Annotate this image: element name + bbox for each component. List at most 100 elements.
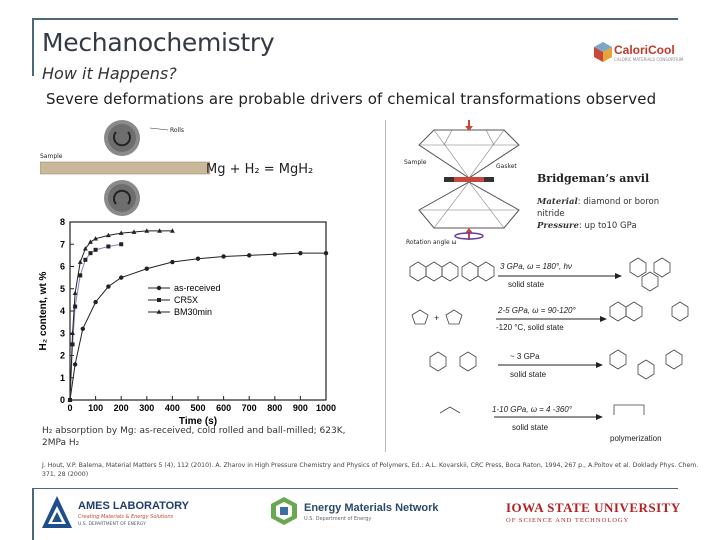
legend-marker [156,309,162,314]
reaction-4-condition: 1-10 GPa, ω = 4 -360° [492,405,573,414]
emn-hex-icon [271,497,297,525]
data-point [88,251,93,256]
reaction-2-condition: 2-5 GPa, ω = 90-120° [497,306,576,315]
data-point [298,250,303,256]
x-tick-label: 100 [88,403,103,413]
sample-strip [40,161,210,175]
isu-name: IOWA STATE UNIVERSITY [506,500,681,515]
polymerization-label: polymerization [610,434,662,443]
roll-rotation-arrow-icon [113,189,131,205]
reaction-row-4 [439,404,645,415]
x-tick-label: 0 [67,403,72,413]
data-point [88,239,93,244]
data-point [131,229,137,234]
reaction-3-state: solid state [510,370,547,379]
data-point [157,228,162,233]
ames-triangle-icon [42,496,72,528]
panel-divider [385,120,386,452]
x-tick-label: 300 [139,403,154,413]
reaction-equation: Mg + H₂ = MgH₂ [206,162,314,177]
data-point [119,242,124,247]
emn-name: Energy Materials Network [304,502,439,514]
x-tick-label: 200 [114,403,129,413]
page-subtitle: How it Happens? [42,64,177,83]
reaction-schemes: 3 GPa, ω = 180°, hν solid state + 2-5 GP… [409,257,689,443]
data-point [170,259,175,265]
chart-legend: as-received CR5X BM30min [148,283,221,317]
ames-dept: U.S. DEPARTMENT OF ENERGY [78,522,146,527]
x-tick-label: 800 [267,403,282,413]
sample-label: Sample [40,153,63,160]
data-point [77,259,83,264]
legend-label: as-received [174,283,221,293]
data-point [93,236,98,241]
data-point [323,250,329,256]
x-tick-label: 600 [216,403,231,413]
pressure-arrow-icon [465,126,473,131]
bridgeman-title: Bridgeman’s anvil [537,172,650,185]
pressure-arrow-icon [465,228,473,233]
rolling-diagram: Rolls Sample [40,120,210,216]
reaction-row-3 [429,349,683,380]
h2-absorption-chart: 0 100 200 300 400 500 600 700 800 900 1000 0 1 2 3 4 5 6 7… [38,217,336,426]
data-point [144,228,150,233]
y-tick-label: 2 [60,351,65,361]
caloricool-cube-icon [594,42,612,62]
data-point [195,256,201,261]
y-tick-label: 7 [60,239,65,249]
references: J. Hout, V.P. Balema, Material Matters 5… [42,462,699,478]
x-tick-label: 1000 [316,403,336,413]
data-point [80,326,85,331]
material-value: : diamond or boron nitride [537,197,660,219]
iowa-state-university-logo: IOWA STATE UNIVERSITY OF SCIENCE AND TEC… [506,500,681,524]
data-point [78,273,83,278]
series-line-CR5X [69,243,122,401]
roll-rotation-arrow-icon [113,131,131,147]
x-tick-label: 400 [165,403,180,413]
frame-top-line [32,18,678,20]
rolls-label: Rolls [170,127,184,134]
data-point [93,247,98,252]
data-point [106,244,111,249]
data-point [67,397,73,402]
page-title: Mechanochemistry [42,28,275,57]
data-point [70,330,75,336]
x-tick-label: 900 [293,403,308,413]
reaction-2-state: -120 °C, solid state [496,323,564,332]
data-point [118,230,124,235]
sample-marker [454,177,484,182]
data-point [93,299,98,305]
data-point [72,362,78,367]
legend-label: BM30min [174,307,212,317]
data-point [272,252,277,257]
reaction-1-state: solid state [508,280,545,289]
gasket-label: Gasket [496,163,517,170]
y-tick-label: 3 [60,328,65,338]
reaction-4-state: solid state [512,423,549,432]
data-point [144,266,149,271]
caloricool-sub: CALORIC MATERIALS CONSORTIUM [614,57,684,62]
x-tick-label: 700 [242,403,257,413]
data-point [72,290,78,295]
legend-marker [157,298,161,302]
y-tick-label: 8 [60,217,65,227]
pressure-value: : up to10 GPa [578,221,637,231]
x-axis-label: Time (s) [179,416,217,426]
data-point [170,228,175,233]
caloricool-name: CaloriCool [614,43,675,57]
isu-sub: OF SCIENCE AND TECHNOLOGY [506,517,630,524]
legend-label: CR5X [174,295,198,305]
pressure-label: Pressure [537,221,579,231]
chart-series [67,228,329,403]
frame-bottom-left-line [32,488,34,540]
data-point [106,232,111,238]
rotation-arrow-icon [454,232,484,240]
emn-sub: U.S. Department of Energy [304,516,372,522]
data-point [73,304,78,309]
material-label: Material [537,197,578,207]
rotation-label: Rotation angle ω [406,239,457,246]
reaction-row-2 [411,301,689,325]
y-axis-label: H₂ content, wt % [38,271,49,350]
svg-text:+: + [434,313,439,323]
anvil-specs: Material: diamond or boron nitride Press… [537,196,677,232]
